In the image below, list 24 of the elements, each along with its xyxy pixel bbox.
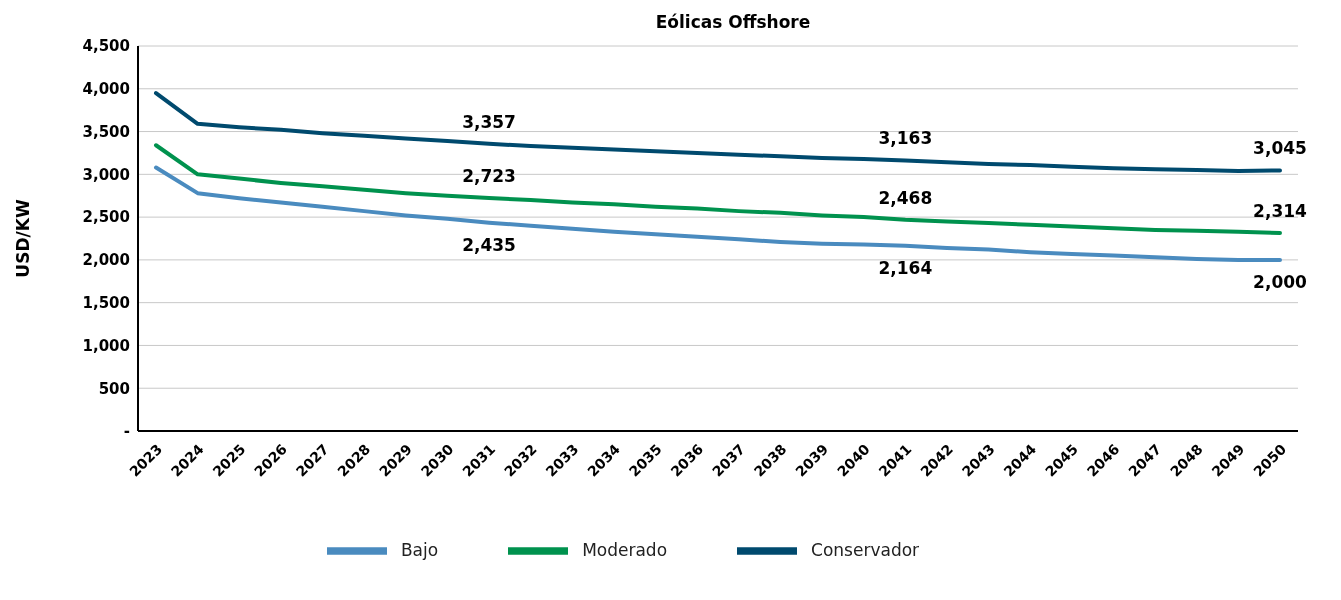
data-label: 3,357: [462, 111, 516, 132]
chart-title: Eólicas Offshore: [654, 11, 812, 34]
y-tick-label: 2,500: [82, 208, 130, 227]
data-label: 2,435: [462, 234, 516, 255]
y-tick-label: 2,000: [82, 251, 130, 270]
y-axis-title: USD/KW: [13, 199, 34, 278]
y-tick-label: 3,500: [82, 122, 130, 141]
legend-label: Moderado: [582, 540, 668, 560]
legend-label: Conservador: [811, 540, 920, 560]
data-label: 2,000: [1253, 271, 1308, 292]
data-label: 2,314: [1253, 201, 1308, 222]
y-tick-label: 4,000: [82, 80, 130, 99]
y-tick-label: 1,500: [82, 293, 130, 312]
y-tick-label: 1,000: [82, 336, 130, 355]
data-label: 3,163: [878, 128, 933, 149]
y-tick-label: 500: [98, 379, 130, 398]
data-label: 2,468: [878, 187, 933, 208]
data-label: 2,164: [878, 257, 933, 278]
y-tick-label: 3,000: [82, 165, 130, 184]
y-tick-label: -: [123, 422, 130, 441]
data-label: 2,723: [462, 166, 516, 187]
legend-label: Bajo: [400, 540, 439, 560]
y-tick-label: 4,500: [82, 37, 130, 56]
data-label: 3,045: [1253, 138, 1307, 159]
